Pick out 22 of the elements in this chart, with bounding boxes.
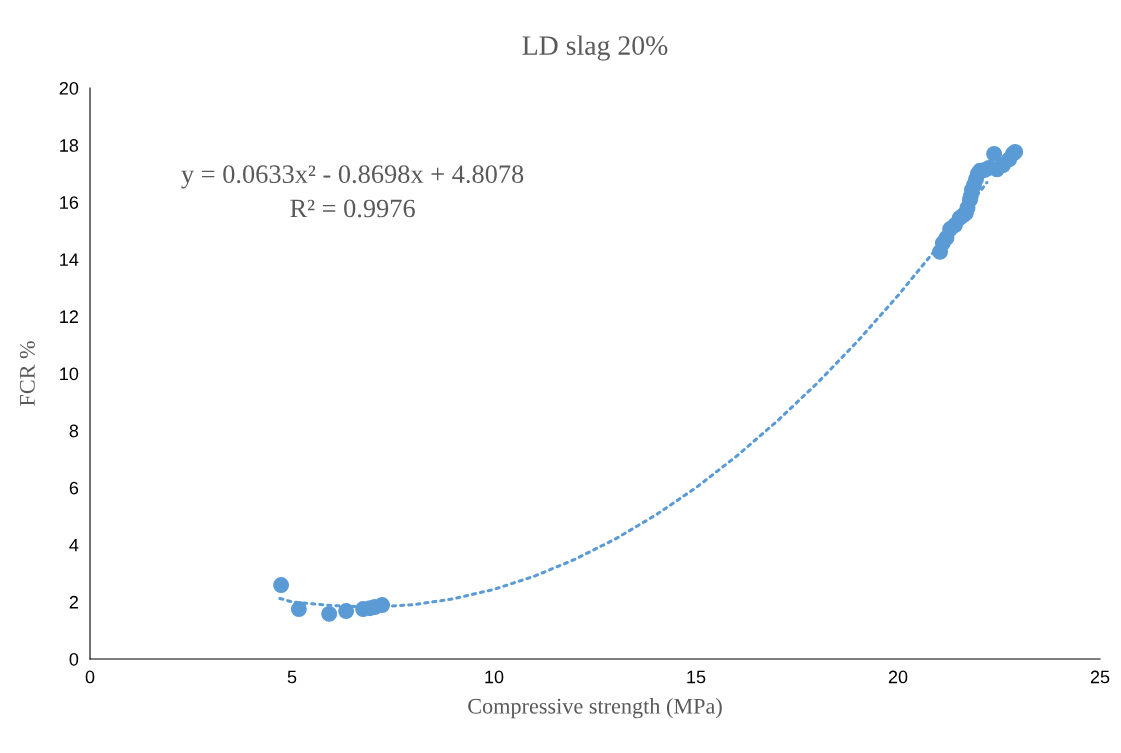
x-tick-label: 5 (287, 670, 297, 684)
x-tick-label: 10 (485, 670, 504, 684)
x-tick-label: 25 (1090, 670, 1110, 684)
y-tick-label: 14 (60, 253, 79, 266)
y-tick-label: 0 (69, 652, 79, 666)
y-tick-label: 8 (69, 424, 79, 438)
annotation: y = 0.0633x² - 0.8698x + 4.8078 (181, 165, 524, 189)
y-tick-label: 6 (69, 481, 79, 495)
y-tick-label: 16 (60, 196, 79, 209)
y-axis-title: FCR % (19, 341, 35, 406)
y-tick-label: 20 (59, 81, 79, 95)
x-tick-label: 0 (85, 670, 95, 684)
y-tick-label: 18 (60, 139, 79, 152)
y-tick-label: 2 (69, 595, 78, 609)
annotation: R² = 0.9976 (290, 199, 415, 218)
x-axis-title: Compressive strength (MPa) (468, 698, 722, 719)
y-tick-label: 4 (69, 538, 79, 552)
x-tick-label: 20 (888, 670, 908, 684)
chart-title: LD slag 20% (522, 35, 668, 61)
x-tick-label: 15 (687, 670, 706, 684)
y-tick-label: 12 (60, 310, 78, 323)
y-tick-label: 10 (60, 367, 79, 381)
